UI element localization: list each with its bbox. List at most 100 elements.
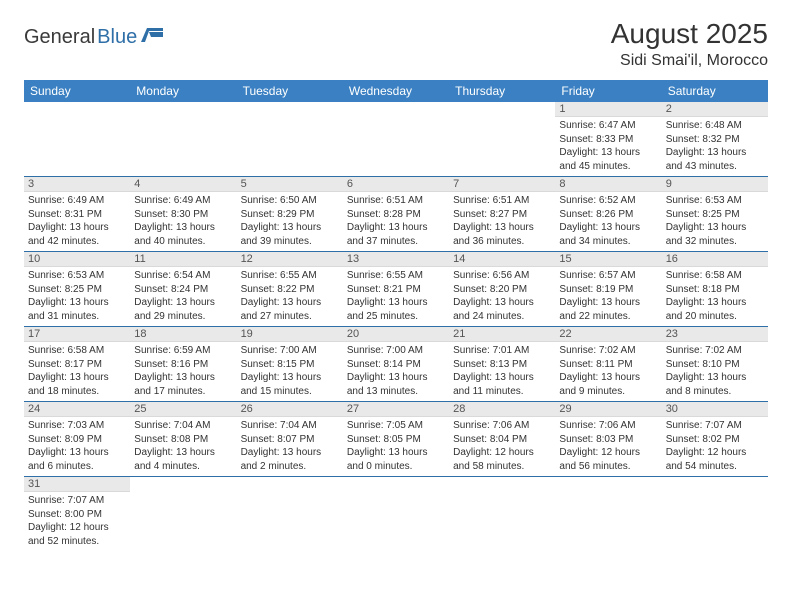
detail-line: Sunset: 8:30 PM <box>134 208 232 222</box>
day-number: 20 <box>343 327 449 342</box>
weekday-header: Friday <box>555 80 661 102</box>
detail-line: Sunset: 8:32 PM <box>666 133 764 147</box>
day-number: 22 <box>555 327 661 342</box>
day-number: 12 <box>237 252 343 267</box>
detail-line: and 20 minutes. <box>666 310 764 324</box>
detail-line: Sunrise: 6:58 AM <box>28 344 126 358</box>
day-number: 25 <box>130 402 236 417</box>
day-number: 10 <box>24 252 130 267</box>
logo-text-blue: Blue <box>97 26 137 49</box>
detail-line: and 32 minutes. <box>666 235 764 249</box>
detail-line: and 11 minutes. <box>453 385 551 399</box>
detail-line: Daylight: 13 hours <box>134 221 232 235</box>
detail-line: Daylight: 12 hours <box>666 446 764 460</box>
detail-line: Sunset: 8:22 PM <box>241 283 339 297</box>
detail-line: Sunset: 8:18 PM <box>666 283 764 297</box>
day-details: Sunrise: 6:51 AMSunset: 8:28 PMDaylight:… <box>343 192 449 251</box>
detail-line: Sunset: 8:24 PM <box>134 283 232 297</box>
weekday-header: Sunday <box>24 80 130 102</box>
detail-line: and 24 minutes. <box>453 310 551 324</box>
day-number: 19 <box>237 327 343 342</box>
day-number: 4 <box>130 177 236 192</box>
detail-line: and 40 minutes. <box>134 235 232 249</box>
day-number: 18 <box>130 327 236 342</box>
detail-line: Sunset: 8:16 PM <box>134 358 232 372</box>
detail-line: Daylight: 13 hours <box>241 446 339 460</box>
detail-line: and 6 minutes. <box>28 460 126 474</box>
calendar-cell: 13Sunrise: 6:55 AMSunset: 8:21 PMDayligh… <box>343 252 449 327</box>
detail-line: Sunset: 8:15 PM <box>241 358 339 372</box>
detail-line: and 29 minutes. <box>134 310 232 324</box>
calendar-cell: 25Sunrise: 7:04 AMSunset: 8:08 PMDayligh… <box>130 402 236 477</box>
day-details: Sunrise: 6:58 AMSunset: 8:18 PMDaylight:… <box>662 267 768 326</box>
calendar-cell <box>130 477 236 552</box>
location-label: Sidi Smai'il, Morocco <box>611 52 768 70</box>
day-number: 16 <box>662 252 768 267</box>
detail-line: Daylight: 12 hours <box>453 446 551 460</box>
detail-line: Sunset: 8:25 PM <box>28 283 126 297</box>
day-number: 14 <box>449 252 555 267</box>
calendar-cell: 30Sunrise: 7:07 AMSunset: 8:02 PMDayligh… <box>662 402 768 477</box>
day-number: 31 <box>24 477 130 492</box>
detail-line: Sunset: 8:02 PM <box>666 433 764 447</box>
detail-line: Sunrise: 6:57 AM <box>559 269 657 283</box>
detail-line: Sunrise: 6:51 AM <box>347 194 445 208</box>
detail-line: Daylight: 12 hours <box>559 446 657 460</box>
calendar-cell <box>237 102 343 177</box>
detail-line: and 37 minutes. <box>347 235 445 249</box>
detail-line: and 17 minutes. <box>134 385 232 399</box>
detail-line: and 56 minutes. <box>559 460 657 474</box>
day-details: Sunrise: 6:47 AMSunset: 8:33 PMDaylight:… <box>555 117 661 176</box>
detail-line: Daylight: 13 hours <box>241 221 339 235</box>
calendar-header-row: SundayMondayTuesdayWednesdayThursdayFrid… <box>24 80 768 102</box>
calendar-cell: 19Sunrise: 7:00 AMSunset: 8:15 PMDayligh… <box>237 327 343 402</box>
calendar-cell: 10Sunrise: 6:53 AMSunset: 8:25 PMDayligh… <box>24 252 130 327</box>
detail-line: Daylight: 13 hours <box>241 296 339 310</box>
weekday-header: Tuesday <box>237 80 343 102</box>
day-details: Sunrise: 6:56 AMSunset: 8:20 PMDaylight:… <box>449 267 555 326</box>
detail-line: and 42 minutes. <box>28 235 126 249</box>
detail-line: Daylight: 13 hours <box>347 371 445 385</box>
detail-line: and 25 minutes. <box>347 310 445 324</box>
day-details: Sunrise: 6:53 AMSunset: 8:25 PMDaylight:… <box>662 192 768 251</box>
month-title: August 2025 <box>611 18 768 50</box>
flag-icon <box>141 28 163 47</box>
detail-line: Sunrise: 6:48 AM <box>666 119 764 133</box>
detail-line: Sunrise: 6:58 AM <box>666 269 764 283</box>
day-number: 3 <box>24 177 130 192</box>
day-number: 15 <box>555 252 661 267</box>
day-details: Sunrise: 6:51 AMSunset: 8:27 PMDaylight:… <box>449 192 555 251</box>
detail-line: Daylight: 13 hours <box>347 221 445 235</box>
day-number: 9 <box>662 177 768 192</box>
detail-line: Sunset: 8:10 PM <box>666 358 764 372</box>
weekday-header: Thursday <box>449 80 555 102</box>
detail-line: Sunset: 8:26 PM <box>559 208 657 222</box>
calendar-cell: 11Sunrise: 6:54 AMSunset: 8:24 PMDayligh… <box>130 252 236 327</box>
detail-line: Sunset: 8:09 PM <box>28 433 126 447</box>
detail-line: Sunset: 8:33 PM <box>559 133 657 147</box>
detail-line: Sunset: 8:27 PM <box>453 208 551 222</box>
detail-line: Daylight: 13 hours <box>241 371 339 385</box>
calendar-cell: 2Sunrise: 6:48 AMSunset: 8:32 PMDaylight… <box>662 102 768 177</box>
detail-line: Sunrise: 6:59 AM <box>134 344 232 358</box>
day-number: 29 <box>555 402 661 417</box>
detail-line: and 18 minutes. <box>28 385 126 399</box>
detail-line: and 52 minutes. <box>28 535 126 549</box>
detail-line: Sunrise: 7:07 AM <box>28 494 126 508</box>
detail-line: Daylight: 13 hours <box>28 221 126 235</box>
calendar-cell: 6Sunrise: 6:51 AMSunset: 8:28 PMDaylight… <box>343 177 449 252</box>
detail-line: Sunrise: 6:55 AM <box>241 269 339 283</box>
detail-line: and 43 minutes. <box>666 160 764 174</box>
calendar-cell <box>449 102 555 177</box>
calendar-cell: 21Sunrise: 7:01 AMSunset: 8:13 PMDayligh… <box>449 327 555 402</box>
detail-line: Sunrise: 7:06 AM <box>559 419 657 433</box>
detail-line: Sunrise: 7:06 AM <box>453 419 551 433</box>
day-details: Sunrise: 6:58 AMSunset: 8:17 PMDaylight:… <box>24 342 130 401</box>
detail-line: Sunset: 8:13 PM <box>453 358 551 372</box>
detail-line: Daylight: 13 hours <box>28 446 126 460</box>
detail-line: and 54 minutes. <box>666 460 764 474</box>
detail-line: Daylight: 13 hours <box>666 296 764 310</box>
detail-line: Daylight: 13 hours <box>453 371 551 385</box>
day-number: 17 <box>24 327 130 342</box>
calendar-cell <box>662 477 768 552</box>
